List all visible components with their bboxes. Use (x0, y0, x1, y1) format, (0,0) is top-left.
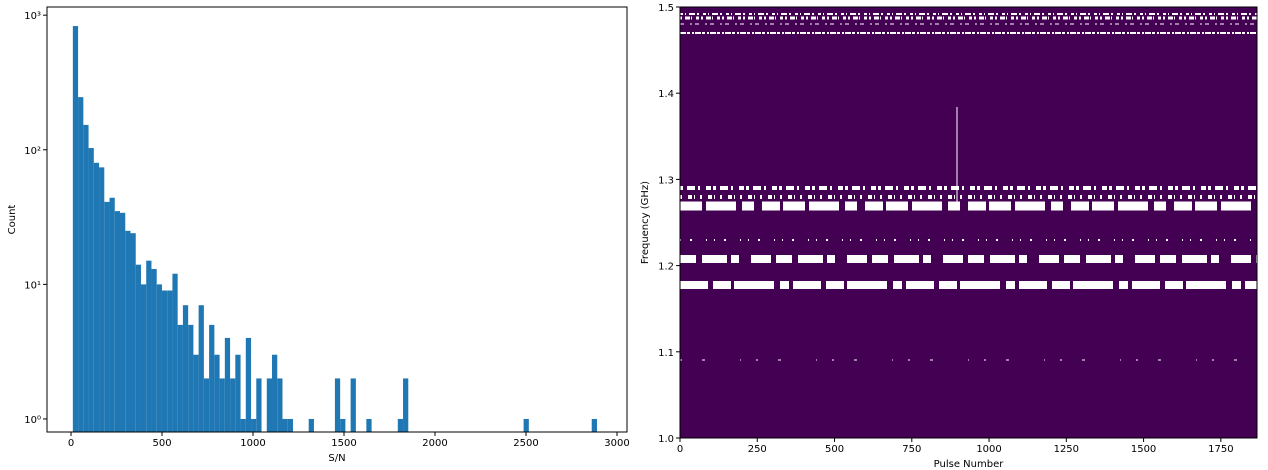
bar (272, 354, 278, 432)
bar (397, 418, 404, 432)
image-panel (680, 7, 1257, 438)
x-tick-label: 500 (825, 444, 844, 455)
bar (88, 148, 94, 432)
bar (224, 337, 231, 432)
bar (188, 324, 194, 432)
bar (151, 269, 157, 432)
bar (203, 378, 210, 432)
bar (109, 197, 115, 432)
bar (93, 162, 100, 432)
x-tick-label: 2000 (422, 438, 447, 449)
bar (104, 201, 110, 432)
bar (177, 324, 183, 432)
bar (83, 124, 89, 433)
bar (251, 418, 257, 432)
axes-frame (679, 6, 1258, 439)
x-tick-label: 0 (68, 438, 74, 449)
bar (230, 378, 236, 432)
y-tick-label: 1.3 (658, 175, 674, 186)
x-tick-label: 1500 (331, 438, 356, 449)
bar (235, 354, 241, 432)
bar (125, 230, 131, 432)
y-tick-label: 10¹ (24, 280, 41, 291)
bar (182, 305, 189, 432)
bar (282, 418, 288, 432)
x-axis-label: S/N (328, 453, 345, 464)
bar (334, 378, 341, 432)
x-tick-label: 1750 (1208, 444, 1233, 455)
bar (161, 290, 168, 432)
y-tick-label: 1.2 (658, 262, 674, 273)
x-tick-label: 750 (902, 444, 921, 455)
bar (266, 378, 273, 432)
bar (167, 290, 173, 432)
bar (350, 378, 356, 432)
bar (172, 273, 178, 432)
bar (193, 354, 199, 432)
bar (245, 337, 252, 432)
bar (256, 378, 262, 432)
bar (277, 378, 283, 432)
bar (120, 212, 126, 432)
bar (78, 97, 84, 432)
axes-frame (46, 6, 628, 433)
y-tick-label: 1.5 (658, 3, 674, 14)
y-tick-label: 10⁰ (24, 415, 41, 426)
y-tick-label: 10³ (24, 11, 41, 22)
y-tick-label: 1.1 (658, 348, 674, 359)
bar (130, 233, 136, 432)
x-tick-label: 1000 (240, 438, 265, 449)
bar (366, 418, 372, 432)
bar (135, 264, 141, 432)
bar (340, 418, 346, 432)
bar (72, 26, 79, 432)
bar (214, 354, 220, 432)
bar (156, 284, 162, 432)
y-axis-label: Frequency (GHz) (640, 181, 651, 264)
bar (99, 167, 105, 433)
mask-pattern (680, 13, 1257, 361)
bar (209, 324, 215, 432)
x-tick-label: 250 (748, 444, 767, 455)
axes-layer: 0 500 1000 1500 2000 2500 300010⁰10¹10²10³S/NC… (7, 3, 1258, 470)
x-tick-label: 3000 (604, 438, 629, 449)
x-tick-label: 0 (677, 444, 683, 455)
y-tick-label: 1.0 (658, 434, 674, 445)
bar (140, 284, 147, 432)
x-tick-label: 1000 (976, 444, 1001, 455)
bar (114, 211, 121, 432)
bar (146, 260, 152, 432)
x-axis-label: Pulse Number (934, 459, 1005, 470)
bar (198, 305, 204, 432)
y-axis-label: Count (7, 205, 18, 235)
x-tick-label: 2500 (513, 438, 538, 449)
bar (523, 418, 529, 432)
bar (591, 418, 597, 432)
y-tick-label: 10² (24, 146, 41, 157)
x-tick-label: 1250 (1054, 444, 1079, 455)
bar (287, 418, 293, 432)
image-background (680, 7, 1257, 438)
bar (219, 378, 225, 432)
bar (308, 418, 314, 432)
x-tick-label: 500 (152, 438, 171, 449)
bar (240, 418, 246, 432)
bar (403, 378, 409, 432)
x-tick-label: 1500 (1131, 444, 1156, 455)
y-tick-label: 1.4 (658, 89, 674, 100)
